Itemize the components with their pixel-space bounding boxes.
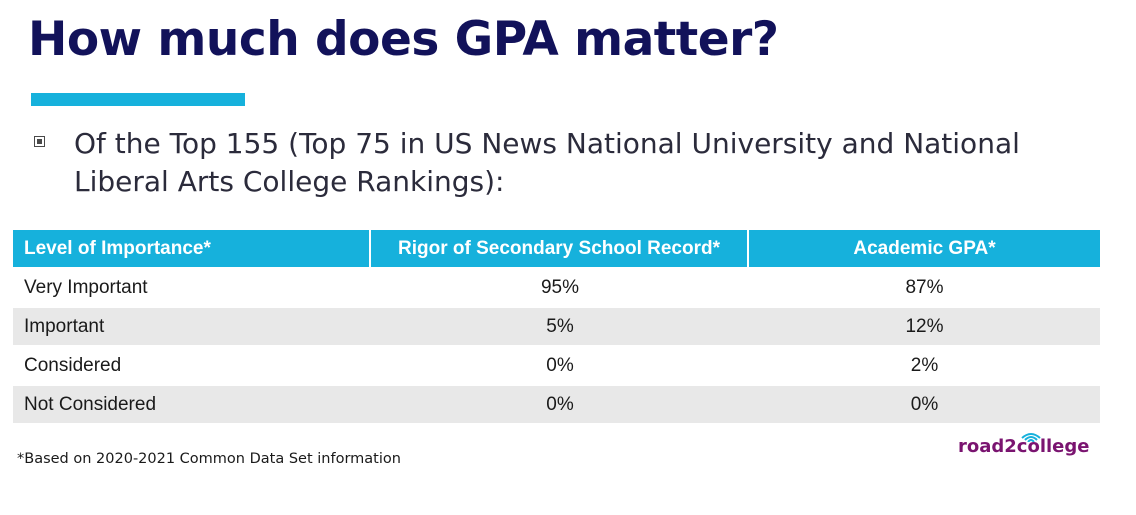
row-label: Important xyxy=(13,306,371,345)
header-rigor-of-secondary-school-record: Rigor of Secondary School Record* xyxy=(371,230,749,267)
rigor-value: 95% xyxy=(371,267,749,306)
footnote: *Based on 2020-2021 Common Data Set info… xyxy=(17,451,401,467)
table-row: Considered 0% 2% xyxy=(13,345,1100,384)
row-label: Very Important xyxy=(13,267,371,306)
table-header-row: Level of Importance* Rigor of Secondary … xyxy=(13,230,1100,267)
bullet-text: Of the Top 155 (Top 75 in US News Nation… xyxy=(74,127,1020,198)
gpa-value: 87% xyxy=(749,267,1100,306)
rigor-value: 0% xyxy=(371,345,749,384)
gpa-value: 0% xyxy=(749,384,1100,423)
road2college-logo: road2college xyxy=(958,432,1089,464)
row-label: Not Considered xyxy=(13,384,371,423)
page-title: How much does GPA matter? xyxy=(28,12,779,67)
gpa-value: 2% xyxy=(749,345,1100,384)
header-level-of-importance: Level of Importance* xyxy=(13,230,371,267)
gpa-value: 12% xyxy=(749,306,1100,345)
importance-table: Level of Importance* Rigor of Secondary … xyxy=(13,230,1100,423)
title-underline-bar xyxy=(31,93,245,106)
table-row: Important 5% 12% xyxy=(13,306,1100,345)
table-row: Not Considered 0% 0% xyxy=(13,384,1100,423)
header-academic-gpa: Academic GPA* xyxy=(749,230,1100,267)
rigor-value: 5% xyxy=(371,306,749,345)
square-bullet-icon xyxy=(34,136,45,147)
wifi-signal-icon xyxy=(1021,433,1041,442)
logo-text: road2college xyxy=(958,436,1090,457)
rigor-value: 0% xyxy=(371,384,749,423)
row-label: Considered xyxy=(13,345,371,384)
table-row: Very Important 95% 87% xyxy=(13,267,1100,306)
